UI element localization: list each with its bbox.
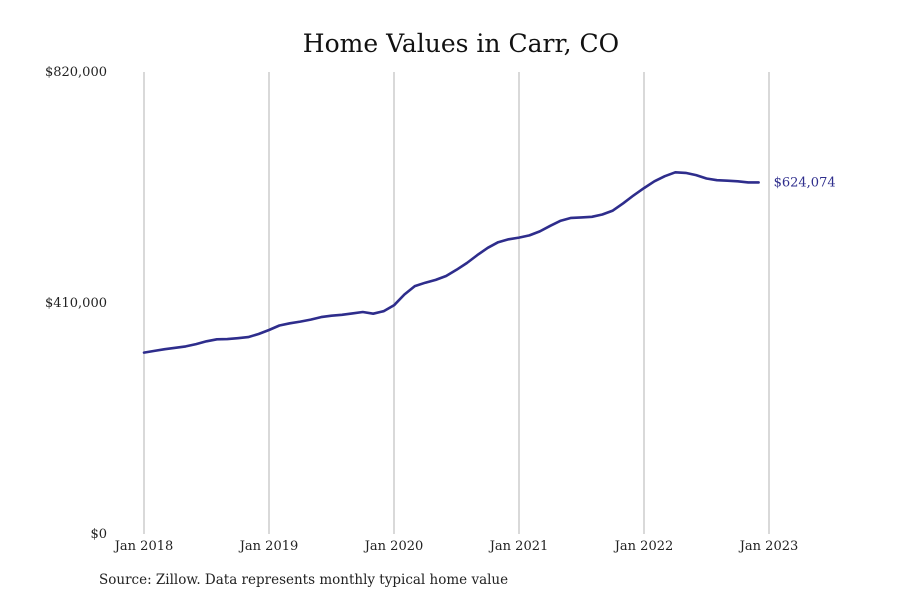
x-tick-label: Jan 2020 xyxy=(363,539,424,554)
series-line xyxy=(142,171,760,354)
x-tick-label: Jan 2023 xyxy=(738,539,799,554)
end-value-label: $624,074 xyxy=(774,175,836,190)
series-layer: $624,074 xyxy=(142,171,836,354)
x-tick-label: Jan 2022 xyxy=(613,539,674,554)
x-tick-label: Jan 2019 xyxy=(238,539,299,554)
y-tick-label: $820,000 xyxy=(45,65,107,80)
y-tick-label: $0 xyxy=(90,527,107,542)
grid-lines xyxy=(143,72,770,534)
x-tick-label: Jan 2018 xyxy=(113,539,174,554)
y-axis-ticks: $0 $410,000 $820,000 xyxy=(45,65,107,542)
chart-title: Home Values in Carr, CO xyxy=(303,29,619,58)
x-axis-ticks: Jan 2018 Jan 2019 Jan 2020 Jan 2021 Jan 2022… xyxy=(113,539,799,554)
x-tick-label: Jan 2021 xyxy=(488,539,549,554)
source-note: Source: Zillow. Data represents monthly … xyxy=(99,572,509,588)
y-tick-label: $410,000 xyxy=(45,296,107,311)
